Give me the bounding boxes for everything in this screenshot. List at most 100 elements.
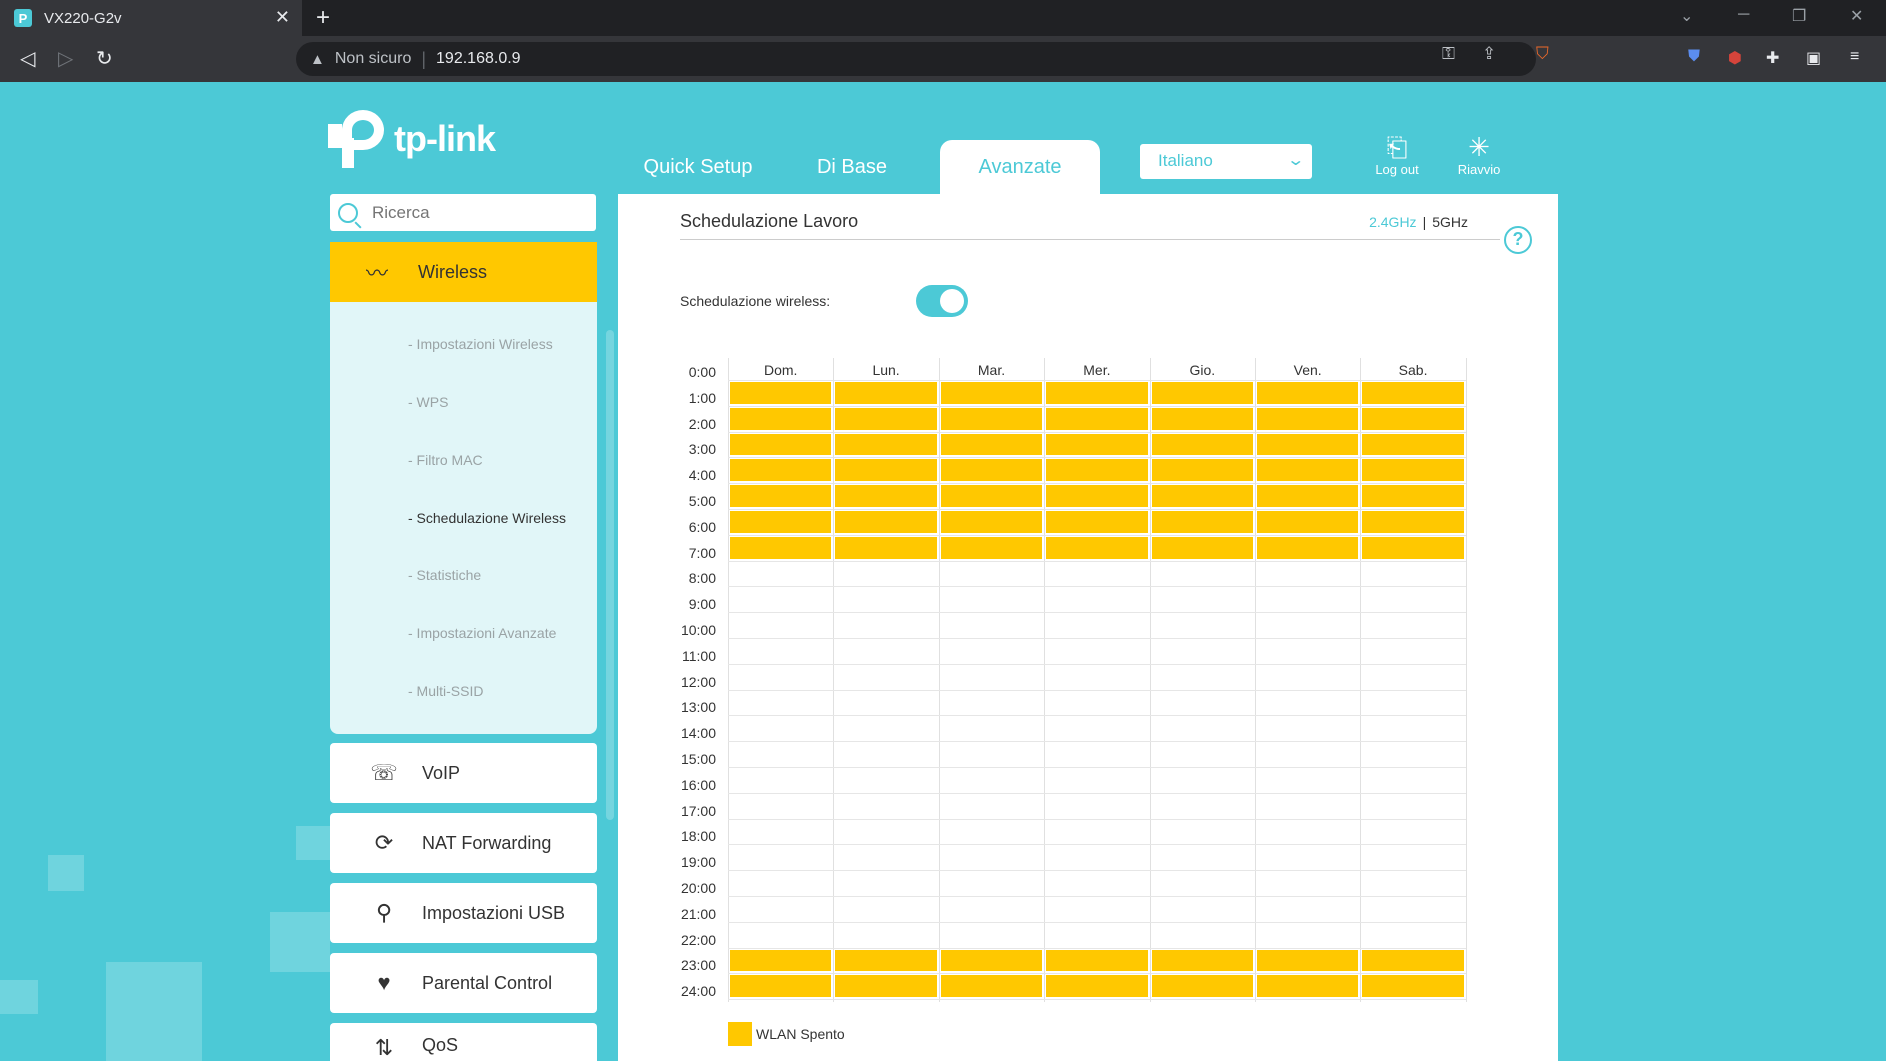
reload-icon[interactable]: ↻ bbox=[96, 48, 113, 70]
schedule-cell-off[interactable] bbox=[1362, 459, 1464, 482]
schedule-cell-off[interactable] bbox=[1046, 382, 1148, 404]
schedule-cell-off[interactable] bbox=[730, 407, 832, 430]
schedule-cell-off[interactable] bbox=[940, 433, 1043, 456]
schedule-cell-off[interactable] bbox=[940, 485, 1043, 507]
nav-di-base[interactable]: Di Base bbox=[816, 156, 888, 178]
schedule-cell-off[interactable] bbox=[1151, 485, 1253, 507]
schedule-cell-off[interactable] bbox=[835, 485, 937, 507]
schedule-cell-off[interactable] bbox=[1046, 433, 1148, 456]
band-24ghz-link[interactable]: 2.4GHz bbox=[1369, 214, 1417, 230]
schedule-cell-off[interactable] bbox=[1151, 407, 1253, 430]
schedule-cell-off[interactable] bbox=[1257, 433, 1359, 456]
share-icon[interactable]: ⇪ bbox=[1482, 44, 1497, 63]
submenu-multi-ssid[interactable]: - Multi-SSID bbox=[408, 683, 484, 699]
schedule-cell-off[interactable] bbox=[940, 536, 1043, 559]
browser-tab[interactable]: P VX220-G2v ✕ bbox=[0, 0, 302, 36]
schedule-cell-off[interactable] bbox=[940, 975, 1043, 998]
schedule-cell-off[interactable] bbox=[1151, 536, 1253, 559]
schedule-cell-off[interactable] bbox=[1257, 485, 1359, 507]
schedule-cell-off[interactable] bbox=[730, 511, 832, 533]
brave-shield-icon[interactable]: ⛉ bbox=[1536, 44, 1549, 63]
submenu-schedulazione-wireless[interactable]: - Schedulazione Wireless bbox=[408, 510, 566, 526]
schedule-cell-off[interactable] bbox=[730, 382, 832, 404]
sidebar-item-parental-control[interactable]: ♥ Parental Control bbox=[330, 953, 597, 1013]
search-input[interactable] bbox=[372, 202, 572, 223]
reboot-button[interactable]: ✳ Riavvio bbox=[1444, 132, 1514, 177]
schedule-cell-off[interactable] bbox=[1151, 511, 1253, 533]
schedule-cell-off[interactable] bbox=[1362, 485, 1464, 507]
schedule-cell-off[interactable] bbox=[1046, 459, 1148, 482]
wallet-icon[interactable]: ▣ bbox=[1806, 50, 1822, 67]
schedule-cell-off[interactable] bbox=[835, 949, 937, 972]
schedule-cell-off[interactable] bbox=[1362, 433, 1464, 456]
schedule-cell-off[interactable] bbox=[1046, 949, 1148, 972]
schedule-cell-off[interactable] bbox=[1046, 485, 1148, 507]
schedule-cell-off[interactable] bbox=[730, 536, 832, 559]
new-tab-icon[interactable]: + bbox=[316, 4, 331, 31]
submenu-impostazioni-wireless[interactable]: - Impostazioni Wireless bbox=[408, 336, 553, 352]
sidebar-item-voip[interactable]: ☏ VoIP bbox=[330, 743, 597, 803]
schedule-cell-off[interactable] bbox=[1362, 382, 1464, 404]
schedule-cell-off[interactable] bbox=[1151, 459, 1253, 482]
back-icon[interactable]: ◁ bbox=[20, 48, 36, 70]
menu-icon[interactable]: ≡ bbox=[1850, 48, 1860, 65]
schedule-cell-off[interactable] bbox=[730, 485, 832, 507]
sidebar-item-impostazioni-usb[interactable]: ⚲ Impostazioni USB bbox=[330, 883, 597, 943]
sidebar-item-nat-forwarding[interactable]: ⟳ NAT Forwarding bbox=[330, 813, 597, 873]
schedule-cell-off[interactable] bbox=[730, 975, 832, 998]
band-5ghz-link[interactable]: 5GHz bbox=[1432, 214, 1468, 230]
sidebar-item-wireless[interactable]: 〰 Wireless bbox=[330, 242, 597, 302]
submenu-wps[interactable]: - WPS bbox=[408, 394, 449, 410]
schedule-cell-off[interactable] bbox=[940, 459, 1043, 482]
schedule-cell-off[interactable] bbox=[1257, 459, 1359, 482]
schedule-cell-off[interactable] bbox=[1257, 382, 1359, 404]
schedule-cell-off[interactable] bbox=[1046, 975, 1148, 998]
search-box[interactable] bbox=[330, 194, 596, 231]
schedule-cell-off[interactable] bbox=[835, 433, 937, 456]
schedule-cell-off[interactable] bbox=[835, 975, 937, 998]
schedule-grid[interactable]: Dom. Lun. Mar. Mer. Gio. Ven. Sab. bbox=[728, 358, 1467, 1002]
submenu-filtro-mac[interactable]: - Filtro MAC bbox=[408, 452, 483, 468]
schedule-cell-off[interactable] bbox=[940, 511, 1043, 533]
tp-link-logo[interactable]: tp-link bbox=[328, 110, 496, 168]
schedule-cell-off[interactable] bbox=[835, 536, 937, 559]
bitwarden-extension-icon[interactable]: ⛊ bbox=[1688, 48, 1701, 65]
schedule-cell-off[interactable] bbox=[1257, 949, 1359, 972]
schedule-cell-off[interactable] bbox=[940, 382, 1043, 404]
ublock-extension-icon[interactable]: ⬢ bbox=[1728, 50, 1742, 67]
restore-icon[interactable]: ❐ bbox=[1792, 8, 1807, 25]
schedule-cell-off[interactable] bbox=[1257, 511, 1359, 533]
forward-icon[interactable]: ▷ bbox=[58, 48, 74, 70]
tab-search-icon[interactable]: ⌄ bbox=[1680, 8, 1694, 25]
schedule-cell-off[interactable] bbox=[1151, 433, 1253, 456]
schedule-cell-off[interactable] bbox=[1257, 407, 1359, 430]
schedule-cell-off[interactable] bbox=[1362, 407, 1464, 430]
schedule-cell-off[interactable] bbox=[1046, 511, 1148, 533]
language-select[interactable]: Italiano ⌄ bbox=[1140, 144, 1312, 179]
key-icon[interactable]: ⚿ bbox=[1442, 44, 1455, 63]
nav-avanzate[interactable]: Avanzate bbox=[940, 140, 1100, 194]
schedule-cell-off[interactable] bbox=[1362, 949, 1464, 972]
schedule-cell-off[interactable] bbox=[1257, 975, 1359, 998]
submenu-statistiche[interactable]: - Statistiche bbox=[408, 567, 482, 583]
window-close-icon[interactable]: ✕ bbox=[1850, 8, 1864, 25]
schedule-cell-off[interactable] bbox=[1257, 536, 1359, 559]
schedule-cell-off[interactable] bbox=[1046, 407, 1148, 430]
help-icon[interactable]: ? bbox=[1504, 226, 1532, 254]
sidebar-item-qos[interactable]: ⇅ QoS bbox=[330, 1023, 597, 1061]
schedule-cell-off[interactable] bbox=[835, 382, 937, 404]
schedule-cell-off[interactable] bbox=[1362, 511, 1464, 533]
schedule-cell-off[interactable] bbox=[940, 407, 1043, 430]
schedule-cell-off[interactable] bbox=[1362, 536, 1464, 559]
close-tab-icon[interactable]: ✕ bbox=[274, 7, 290, 27]
schedule-cell-off[interactable] bbox=[835, 459, 937, 482]
schedule-toggle[interactable] bbox=[916, 285, 968, 317]
schedule-cell-off[interactable] bbox=[730, 949, 832, 972]
minimize-icon[interactable]: ─ bbox=[1738, 6, 1750, 23]
schedule-cell-off[interactable] bbox=[1151, 949, 1253, 972]
schedule-cell-off[interactable] bbox=[1362, 975, 1464, 998]
url-text[interactable]: 192.168.0.9 bbox=[436, 50, 521, 67]
schedule-cell-off[interactable] bbox=[730, 433, 832, 456]
extensions-puzzle-icon[interactable]: ✚ bbox=[1766, 50, 1780, 67]
schedule-cell-off[interactable] bbox=[1151, 975, 1253, 998]
